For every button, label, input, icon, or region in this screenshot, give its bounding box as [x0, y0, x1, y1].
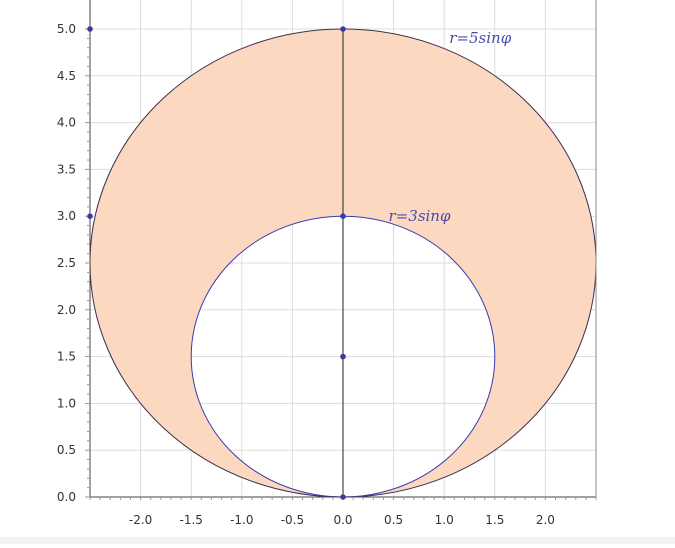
y-tick-label: 0.5: [57, 443, 76, 457]
y-tick-label: 4.5: [57, 69, 76, 83]
bottom-strip: [0, 537, 675, 544]
y-tick-label: 0.0: [57, 490, 76, 504]
data-point: [340, 353, 346, 360]
x-tick-label: -2.0: [129, 513, 152, 527]
y-tick-label: 2.0: [57, 303, 76, 317]
x-tick-label: -1.5: [179, 513, 202, 527]
curve-inner: [190, 215, 496, 498]
data-point: [87, 213, 93, 219]
x-tick-label: 1.0: [435, 513, 454, 527]
x-tick-label: 2.0: [536, 513, 555, 527]
y-tick-label: 5.0: [57, 22, 76, 36]
y-tick-label: 3.0: [57, 209, 76, 223]
x-tick-label: 0.0: [333, 513, 352, 527]
data-point: [340, 26, 346, 32]
curve-label-inner: r=3sinφ: [389, 207, 451, 225]
data-point: [340, 213, 346, 219]
y-tick-label: 1.0: [57, 396, 76, 410]
x-tick-label: -1.0: [230, 513, 253, 527]
curve-label-outer: r=5sinφ: [449, 29, 511, 47]
x-tick-label: 1.5: [485, 513, 504, 527]
y-tick-label: 4.0: [57, 116, 76, 130]
data-point: [87, 26, 93, 32]
x-tick-label: -0.5: [281, 513, 304, 527]
x-tick-label: 0.5: [384, 513, 403, 527]
y-tick-label: 2.5: [57, 256, 76, 270]
data-point: [340, 494, 346, 500]
y-tick-label: 1.5: [57, 350, 76, 364]
y-tick-label: 3.5: [57, 162, 76, 176]
shaded-region: [90, 29, 596, 497]
